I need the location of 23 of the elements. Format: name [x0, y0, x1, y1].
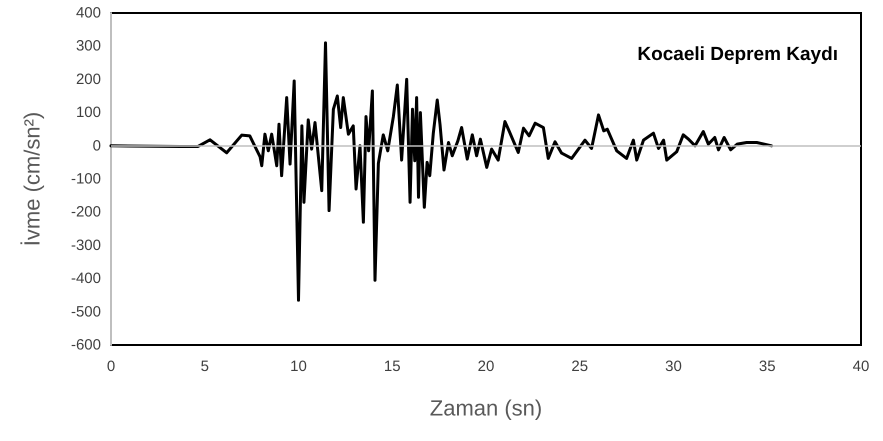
y-tick-label: -500: [70, 303, 101, 320]
y-axis-title: İvme (cm/sn²): [20, 112, 44, 246]
x-tick-label: 20: [478, 358, 494, 375]
x-tick-label: 10: [290, 358, 307, 375]
y-tick-label: -200: [70, 204, 101, 221]
x-tick-label: 25: [571, 358, 588, 375]
y-tick-label: 0: [92, 137, 101, 154]
x-tick-label: 30: [665, 358, 682, 375]
x-tick-label: 35: [758, 358, 776, 375]
y-tick-label: 300: [76, 38, 101, 55]
y-tick-label: 100: [76, 104, 101, 122]
y-tick-label: -100: [70, 170, 101, 188]
text: Kocaeli Deprem Kaydı: [637, 44, 838, 65]
y-tick-label: -300: [70, 236, 101, 254]
y-tick-label: 400: [76, 4, 101, 22]
x-tick-label: 0: [106, 358, 116, 375]
x-tick-label: 40: [852, 358, 870, 375]
y-tick-label: -400: [70, 270, 101, 288]
y-tick-label: 200: [76, 70, 101, 88]
x-tick-label: 15: [384, 358, 401, 375]
y-tick-label: -600: [70, 336, 101, 354]
x-axis-title: Zaman (sn): [430, 396, 542, 420]
x-tick-label: 5: [200, 358, 209, 375]
